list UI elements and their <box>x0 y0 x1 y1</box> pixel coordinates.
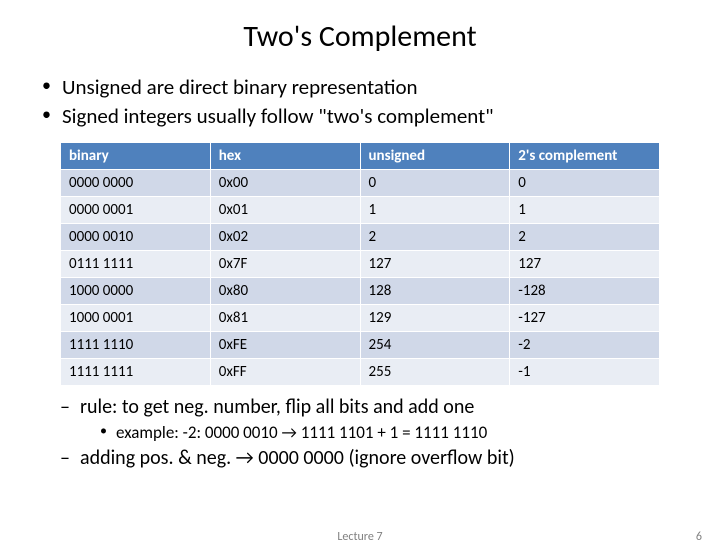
table-cell: 2 <box>510 223 660 250</box>
table-cell: 0x81 <box>210 304 360 331</box>
table-row: 0000 00010x0111 <box>61 196 660 223</box>
table-header-row: binary hex unsigned 2's complement <box>61 142 660 169</box>
table-row: 1000 00010x81129-127 <box>61 304 660 331</box>
table-cell: 2 <box>360 223 510 250</box>
top-bullet-list: Unsigned are direct binary representatio… <box>42 73 690 132</box>
example-bullet: example: -2: 0000 0010 → 1111 1101 + 1 =… <box>100 421 690 445</box>
table-cell: 1111 1110 <box>61 331 211 358</box>
table-cell: 0x02 <box>210 223 360 250</box>
adding-bullet: adding pos. & neg. → 0000 0000 (ignore o… <box>60 445 690 472</box>
lecture-label: Lecture 7 <box>337 530 382 544</box>
table-cell: 0xFF <box>210 358 360 385</box>
table-cell: 0x01 <box>210 196 360 223</box>
table-row: 0000 00000x0000 <box>61 169 660 196</box>
table-cell: 0 <box>510 169 660 196</box>
page-number: 6 <box>696 530 702 544</box>
table-cell: 129 <box>360 304 510 331</box>
table-cell: 0111 1111 <box>61 250 211 277</box>
table-cell: 1 <box>510 196 660 223</box>
table-cell: 0000 0010 <box>61 223 211 250</box>
rule-bullet: rule: to get neg. number, flip all bits … <box>60 394 690 421</box>
table-cell: -127 <box>510 304 660 331</box>
col-hex: hex <box>210 142 360 169</box>
table-cell: 0000 0001 <box>61 196 211 223</box>
table-row: 1111 11110xFF255-1 <box>61 358 660 385</box>
bullet-item: Unsigned are direct binary representatio… <box>42 73 690 102</box>
table-cell: 127 <box>360 250 510 277</box>
table-body: 0000 00000x00000000 00010x01110000 00100… <box>61 169 660 385</box>
table-cell: 0x7F <box>210 250 360 277</box>
table-cell: 254 <box>360 331 510 358</box>
table-row: 1111 11100xFE254-2 <box>61 331 660 358</box>
table-cell: 0x00 <box>210 169 360 196</box>
col-binary: binary <box>61 142 211 169</box>
table-cell: 1111 1111 <box>61 358 211 385</box>
slide-title: Two's Complement <box>30 18 690 55</box>
table-cell: 255 <box>360 358 510 385</box>
col-unsigned: unsigned <box>360 142 510 169</box>
table-container: binary hex unsigned 2's complement 0000 … <box>60 142 660 386</box>
table-cell: -1 <box>510 358 660 385</box>
table-cell: 127 <box>510 250 660 277</box>
table-cell: 0000 0000 <box>61 169 211 196</box>
table-cell: 1000 0001 <box>61 304 211 331</box>
table-cell: -128 <box>510 277 660 304</box>
table-cell: -2 <box>510 331 660 358</box>
table-row: 0000 00100x0222 <box>61 223 660 250</box>
table-row: 1000 00000x80128-128 <box>61 277 660 304</box>
table-cell: 128 <box>360 277 510 304</box>
table-cell: 0xFE <box>210 331 360 358</box>
table-cell: 1000 0000 <box>61 277 211 304</box>
col-twos-complement: 2's complement <box>510 142 660 169</box>
table-cell: 1 <box>360 196 510 223</box>
bullet-item: Signed integers usually follow "two's co… <box>42 102 690 131</box>
table-row: 0111 11110x7F127127 <box>61 250 660 277</box>
table-cell: 0x80 <box>210 277 360 304</box>
table-cell: 0 <box>360 169 510 196</box>
twos-complement-table: binary hex unsigned 2's complement 0000 … <box>60 142 660 386</box>
bottom-bullet-list: rule: to get neg. number, flip all bits … <box>60 394 690 472</box>
